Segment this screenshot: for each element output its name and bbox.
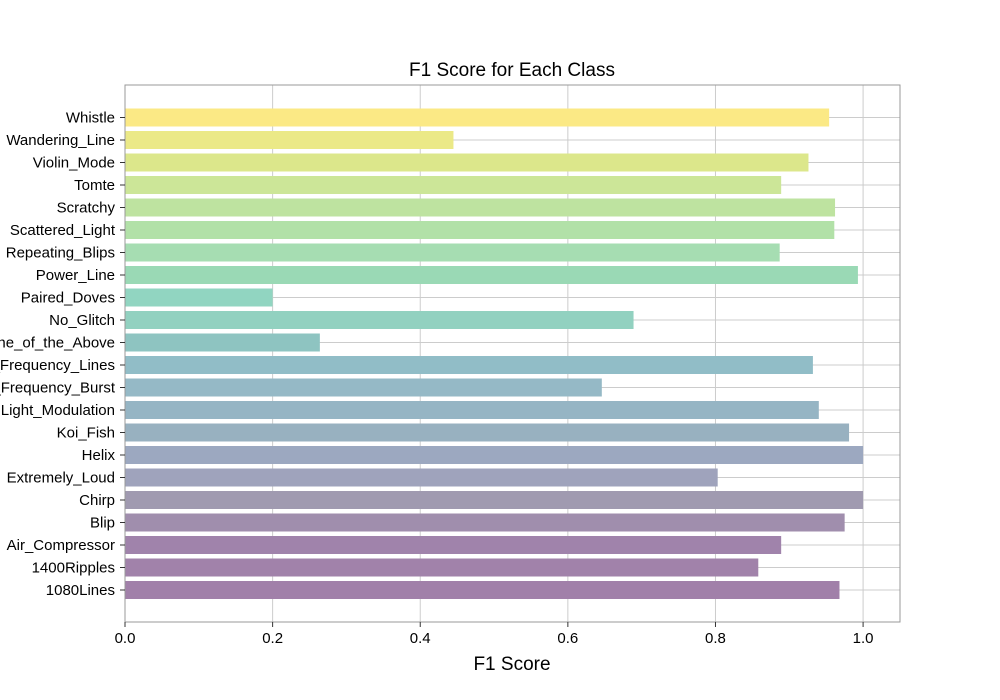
bar-violin-mode [125, 153, 809, 172]
bar-scattered-light [125, 221, 835, 239]
bar-paired-doves [125, 288, 273, 307]
x-tick-label: 0.2 [262, 630, 283, 647]
bar-none-of-the-above [125, 333, 320, 352]
y-tick-label: Blip [90, 515, 115, 532]
y-tick-label: Paired_Doves [21, 290, 115, 307]
bar-low-frequency-lines [125, 356, 813, 374]
plot-frame [124, 84, 901, 623]
chart-title: F1 Score for Each Class [409, 60, 615, 81]
bar-scratchy [125, 198, 836, 217]
bar-1080lines [125, 581, 840, 599]
y-tick-label: Tomte [74, 177, 115, 194]
y-tick-label: Scratchy [57, 200, 116, 217]
y-tick-label: 1400Ripples [32, 560, 115, 577]
x-tick-label: 0.8 [705, 630, 726, 647]
bar-chirp [125, 491, 864, 509]
bar-repeating-blips [125, 243, 780, 262]
y-tick-label: Low_Frequency_Burst [0, 380, 116, 397]
bar-light-modulation [125, 401, 819, 419]
bar-helix [125, 446, 864, 464]
y-tick-label: Air_Compressor [7, 537, 115, 554]
y-axis-ticks: 1080Lines 1400Ripples Air_Compressor Blip Ch… [0, 110, 125, 599]
x-tick-label: 0.6 [557, 630, 578, 647]
y-tick-label: None_of_the_Above [0, 335, 115, 352]
bar-power-line [125, 266, 858, 284]
y-tick-label: Light_Modulation [1, 402, 115, 419]
x-tick-label: 1.0 [853, 630, 874, 647]
y-tick-label: Power_Line [36, 267, 115, 284]
y-tick-label: Wandering_Line [6, 132, 115, 149]
bar-whistle [125, 108, 830, 127]
bar-1400ripples [125, 558, 759, 577]
bar-air-compressor [125, 536, 782, 554]
y-tick-label: Scattered_Light [10, 222, 116, 239]
x-tick-label: 0.0 [115, 630, 136, 647]
bar-low-frequency-burst [125, 378, 602, 397]
bars [125, 108, 864, 599]
bar-blip [125, 513, 845, 532]
y-tick-label: Low_Frequency_Lines [0, 357, 115, 374]
y-tick-label: Violin_Mode [33, 155, 115, 172]
x-tick-label: 0.4 [410, 630, 431, 647]
bar-wandering-line [125, 131, 454, 149]
y-tick-label: Whistle [66, 110, 115, 127]
bar-no-glitch [125, 311, 634, 329]
y-tick-label: 1080Lines [46, 582, 115, 599]
y-tick-label: Chirp [79, 492, 115, 509]
x-axis-label: F1 Score [473, 654, 550, 675]
y-tick-label: No_Glitch [49, 312, 115, 329]
bar-tomte [125, 176, 782, 194]
y-tick-label: Repeating_Blips [6, 245, 115, 262]
bar-extremely-loud [125, 468, 718, 487]
bar-koi-fish [125, 423, 850, 442]
y-tick-label: Extremely_Loud [7, 470, 115, 487]
y-tick-label: Koi_Fish [57, 425, 115, 442]
y-tick-label: Helix [82, 447, 116, 464]
x-axis-ticks: 0.0 0.2 0.4 0.6 0.8 1.0 [115, 622, 874, 647]
